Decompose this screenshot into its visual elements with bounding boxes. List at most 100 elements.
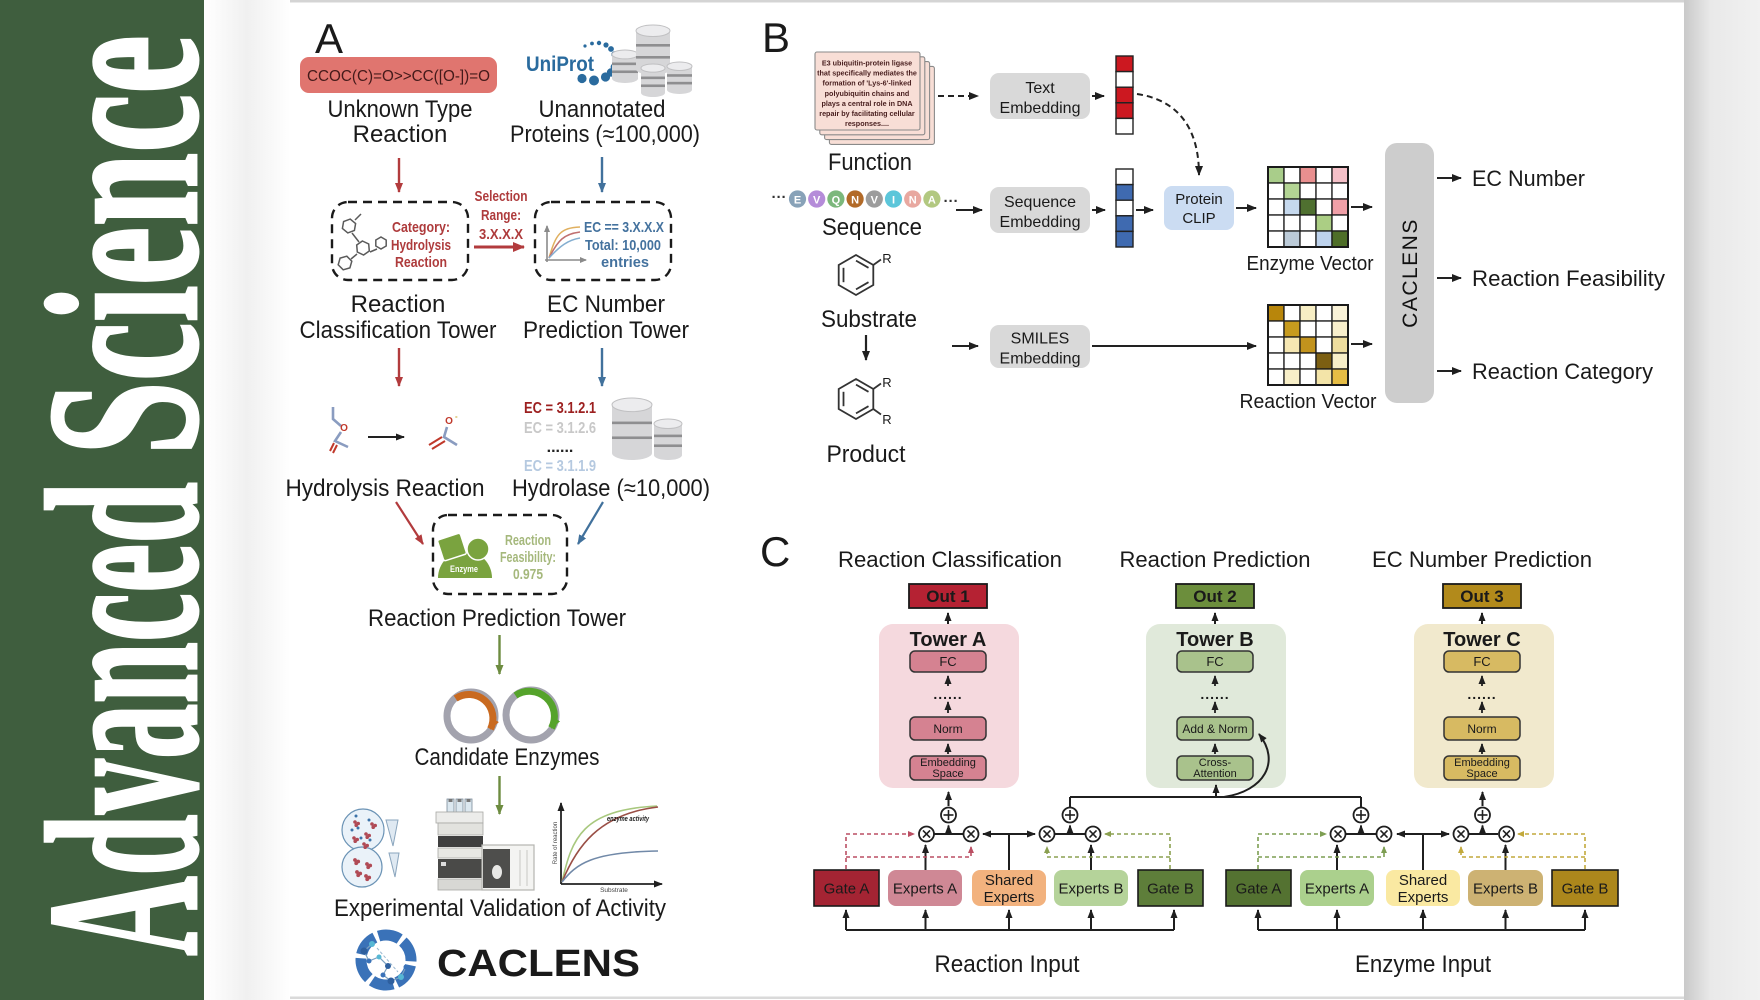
svg-text:Reaction: Reaction [353,121,448,148]
svg-text:R: R [882,251,891,266]
svg-text:Advanced: Advanced [4,482,244,956]
svg-text:polyubiquitin chains and: polyubiquitin chains and [825,89,910,98]
svg-text:Reaction Classification: Reaction Classification [838,547,1062,572]
svg-text:EC = 3.1.1.9: EC = 3.1.1.9 [524,458,596,475]
svg-text:Hydrolase (≈10,000): Hydrolase (≈10,000) [512,475,710,502]
svg-text:......: ...... [1467,686,1496,702]
svg-text:Reaction Input: Reaction Input [935,951,1080,978]
svg-text:Reaction: Reaction [395,254,447,271]
svg-text:......: ...... [547,439,574,456]
svg-text:CCOC(C)=O>>CC([O-])=O: CCOC(C)=O>>CC([O-])=O [307,68,490,85]
svg-text:EC Number: EC Number [1472,166,1585,191]
svg-text:Rate of reaction: Rate of reaction [553,822,559,864]
svg-text:N: N [909,195,917,207]
svg-text:Prediction Tower: Prediction Tower [523,317,689,344]
svg-text:V: V [871,195,879,207]
svg-text:EC = 3.1.2.6: EC = 3.1.2.6 [524,420,596,437]
svg-text:Substrate: Substrate [821,306,917,333]
svg-text:···: ··· [944,193,959,210]
svg-text:Reaction: Reaction [351,291,446,318]
svg-text:Gate A: Gate A [824,881,870,898]
svg-text:Reaction Feasibility: Reaction Feasibility [1472,266,1665,291]
svg-text:Tower B: Tower B [1176,629,1253,651]
svg-text:Cross-: Cross- [1199,757,1232,769]
svg-text:responses....: responses.... [845,119,889,128]
svg-text:A: A [928,195,936,207]
svg-text:Experts A: Experts A [1305,881,1369,898]
svg-text:B: B [762,14,790,61]
svg-text:R: R [882,375,891,390]
svg-text:Substrate: Substrate [600,887,628,894]
svg-text:A: A [315,15,343,62]
svg-text:Experts: Experts [1398,889,1449,906]
svg-text:Out 2: Out 2 [1193,587,1236,606]
svg-text:Embedding: Embedding [1000,100,1081,117]
svg-text:Candidate Enzymes: Candidate Enzymes [415,744,600,771]
svg-text:I: I [892,195,895,207]
svg-text:Experts B: Experts B [1058,881,1123,898]
svg-text:Space: Space [1466,768,1497,780]
svg-text:Norm: Norm [933,722,962,736]
svg-text:O: O [445,416,453,427]
svg-text:Proteins (≈100,000): Proteins (≈100,000) [510,121,700,148]
svg-text:Range:: Range: [481,207,521,224]
svg-text:R: R [882,412,891,427]
svg-text:enzyme activity: enzyme activity [607,814,650,823]
svg-text:0.975: 0.975 [513,566,543,583]
svg-text:FC: FC [1473,654,1490,669]
svg-text:Science: Science [4,35,244,455]
svg-text:Product: Product [827,441,906,468]
svg-text:repair by facilitating cellula: repair by facilitating cellular [819,109,915,118]
svg-text:Reaction: Reaction [505,532,551,549]
svg-text:Sequence: Sequence [1004,194,1076,211]
svg-text:Enzyme Vector: Enzyme Vector [1247,253,1374,275]
svg-text:Shared: Shared [985,872,1033,889]
svg-text:CLIP: CLIP [1182,210,1215,227]
svg-text:Classification Tower: Classification Tower [300,317,497,344]
svg-text:Q: Q [832,195,841,207]
svg-text:Protein: Protein [1175,191,1223,208]
svg-text:Selection: Selection [475,188,528,205]
svg-text:Sequence: Sequence [822,214,922,241]
svg-text:Reaction Category: Reaction Category [1472,359,1653,384]
svg-text:Gate A: Gate A [1236,881,1282,898]
svg-text:EC Number Prediction: EC Number Prediction [1372,547,1592,572]
svg-text:Out 1: Out 1 [926,587,969,606]
svg-text:Function: Function [828,149,912,176]
svg-text:Attention: Attention [1193,768,1236,780]
svg-text:Reaction Vector: Reaction Vector [1240,391,1377,413]
svg-text:Reaction Prediction Tower: Reaction Prediction Tower [368,605,626,632]
svg-text:......: ...... [933,686,962,702]
svg-text:Feasibility:: Feasibility: [500,549,556,566]
svg-text:Norm: Norm [1467,722,1496,736]
svg-text:Category:: Category: [392,219,450,236]
svg-text:Embedding: Embedding [1454,757,1510,769]
svg-text:Tower C: Tower C [1443,629,1520,651]
svg-text:Embedding: Embedding [1000,214,1081,231]
svg-text:Out 3: Out 3 [1460,587,1503,606]
svg-text:3.X.X.X: 3.X.X.X [479,226,523,243]
svg-text:......: ...... [1200,686,1229,702]
svg-text:Unknown Type: Unknown Type [328,96,473,123]
svg-text:Experts: Experts [984,889,1035,906]
svg-text:Enzyme: Enzyme [450,564,478,574]
svg-text:Tower A: Tower A [910,629,987,651]
svg-text:O: O [340,423,348,434]
svg-text:FC: FC [1206,654,1223,669]
svg-text:SMILES: SMILES [1011,331,1070,348]
svg-text:E3 ubiquitin-protein ligase: E3 ubiquitin-protein ligase [822,59,912,68]
svg-text:Experimental Validation of Act: Experimental Validation of Activity [334,895,666,922]
svg-text:Add & Norm: Add & Norm [1182,722,1247,736]
svg-text:Unannotated: Unannotated [539,96,666,123]
svg-text:Experts B: Experts B [1473,881,1538,898]
svg-text:N: N [851,195,859,207]
svg-text:EC = 3.1.2.1: EC = 3.1.2.1 [524,400,596,417]
svg-text:Gate B: Gate B [1562,881,1609,898]
svg-text:Enzyme Input: Enzyme Input [1355,951,1491,978]
svg-text:Gate B: Gate B [1147,881,1194,898]
svg-text:Total: 10,000: Total: 10,000 [585,237,661,254]
svg-text:EC == 3.X.X.X: EC == 3.X.X.X [584,219,664,236]
svg-text:Experts A: Experts A [893,881,957,898]
svg-text:V: V [813,195,821,207]
svg-text:Reaction Prediction: Reaction Prediction [1120,547,1311,572]
